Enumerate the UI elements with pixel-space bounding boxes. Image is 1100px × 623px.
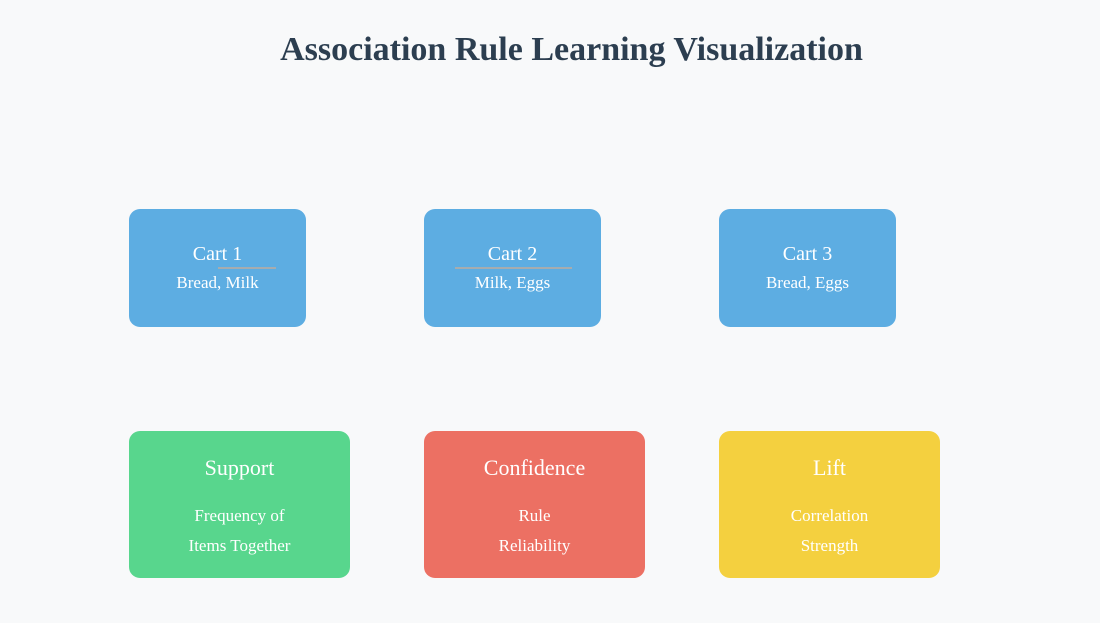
cart-3-items: Bread, Eggs bbox=[765, 273, 850, 292]
cart-2-box: Cart 2 Milk, Eggs bbox=[424, 209, 601, 327]
cart-3-box: Cart 3 Bread, Eggs bbox=[719, 209, 896, 327]
cart-1-name: Cart 1 bbox=[192, 243, 243, 265]
support-title: Support bbox=[204, 455, 275, 480]
support-description: Frequency of Items Together bbox=[129, 501, 350, 561]
cart-2-name: Cart 2 bbox=[487, 243, 538, 265]
lift-description: Correlation Strength bbox=[719, 501, 940, 561]
confidence-title: Confidence bbox=[483, 455, 586, 480]
lift-description-line-1: Correlation bbox=[790, 506, 869, 525]
support-description-line-2: Items Together bbox=[188, 536, 291, 555]
lift-box: Lift Correlation Strength bbox=[719, 431, 940, 578]
confidence-box: Confidence Rule Reliability bbox=[424, 431, 645, 578]
cart-1-box: Cart 1 Bread, Milk bbox=[129, 209, 306, 327]
lift-title: Lift bbox=[813, 455, 846, 480]
support-description-line-1: Frequency of bbox=[194, 506, 285, 525]
confidence-description-line-1: Rule bbox=[518, 506, 551, 525]
confidence-description-line-2: Reliability bbox=[498, 536, 571, 555]
page-title: Association Rule Learning Visualization bbox=[280, 31, 863, 68]
cart-1-items: Bread, Milk bbox=[176, 273, 259, 292]
confidence-description: Rule Reliability bbox=[424, 501, 645, 561]
support-box: Support Frequency of Items Together bbox=[129, 431, 350, 578]
cart-2-items: Milk, Eggs bbox=[474, 273, 551, 292]
lift-description-line-2: Strength bbox=[800, 536, 859, 555]
cart-3-name: Cart 3 bbox=[782, 243, 833, 265]
